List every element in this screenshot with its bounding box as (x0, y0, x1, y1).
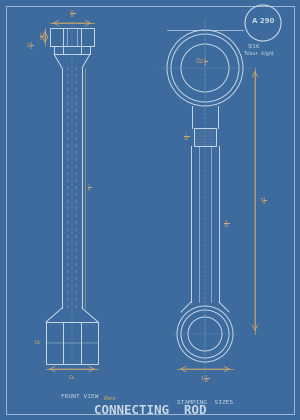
Text: $O_a$: $O_a$ (68, 373, 76, 382)
Text: Klero: Klero (104, 396, 117, 401)
Text: $\frac{5}{8}$: $\frac{5}{8}$ (39, 31, 43, 43)
Text: $O_b$: $O_b$ (34, 339, 42, 347)
Text: $\frac{7}{8}$: $\frac{7}{8}$ (87, 182, 91, 194)
Text: $\frac{9}{16}$: $\frac{9}{16}$ (223, 218, 229, 230)
Bar (194, 128, 216, 146)
Text: CONNECTING  ROD: CONNECTING ROD (94, 404, 206, 417)
Text: $\frac{13}{16}$: $\frac{13}{16}$ (69, 8, 75, 20)
Text: FRONT VIEW: FRONT VIEW (61, 394, 99, 399)
Bar (46, 322, 98, 364)
Text: $7\frac{1}{8}$: $7\frac{1}{8}$ (259, 195, 267, 207)
Text: Tolour  A/g/d: Tolour A/g/d (243, 52, 274, 57)
Text: A 290: A 290 (252, 18, 274, 24)
Text: STAMPING  SIZES: STAMPING SIZES (177, 401, 233, 405)
Text: 5/16: 5/16 (248, 44, 260, 48)
Text: $1\frac{7}{16}$: $1\frac{7}{16}$ (200, 373, 210, 385)
Bar (50, 28, 94, 46)
Text: $\varnothing 2\frac{3}{4}$: $\varnothing 2\frac{3}{4}$ (195, 56, 207, 68)
Text: $2\frac{3}{4}$: $2\frac{3}{4}$ (26, 40, 34, 52)
Text: $\frac{7}{16}$: $\frac{7}{16}$ (183, 131, 189, 143)
